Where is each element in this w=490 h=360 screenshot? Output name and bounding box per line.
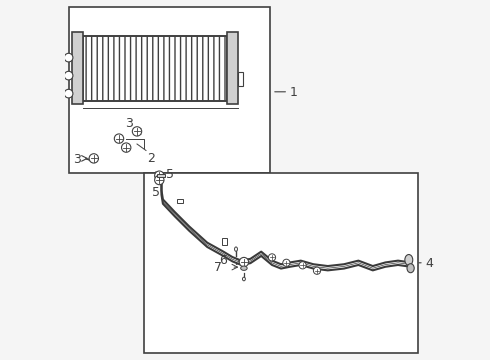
Ellipse shape — [235, 247, 238, 251]
Circle shape — [89, 154, 98, 163]
Text: 5: 5 — [166, 168, 174, 181]
Circle shape — [269, 254, 275, 261]
Circle shape — [114, 134, 123, 143]
Circle shape — [64, 89, 73, 98]
Circle shape — [239, 257, 248, 267]
Bar — [227, 32, 238, 104]
Circle shape — [155, 171, 164, 180]
Circle shape — [299, 262, 306, 269]
Bar — [157, 174, 165, 177]
Circle shape — [283, 259, 290, 266]
Text: 2: 2 — [147, 152, 155, 165]
Text: 1: 1 — [290, 86, 298, 99]
Bar — [72, 32, 83, 104]
Bar — [221, 238, 227, 245]
Ellipse shape — [405, 255, 413, 265]
Ellipse shape — [243, 277, 245, 281]
Text: 6: 6 — [219, 255, 227, 267]
Ellipse shape — [241, 266, 247, 270]
Bar — [176, 199, 183, 203]
Circle shape — [155, 175, 164, 185]
Bar — [144, 173, 418, 353]
Circle shape — [122, 143, 131, 152]
Text: 4: 4 — [425, 257, 433, 270]
Bar — [238, 72, 243, 86]
Circle shape — [64, 71, 73, 80]
Circle shape — [314, 267, 320, 274]
Bar — [83, 36, 227, 101]
Circle shape — [64, 53, 73, 62]
Circle shape — [132, 127, 142, 136]
Text: 3: 3 — [74, 153, 81, 166]
Text: 7: 7 — [214, 261, 222, 274]
Bar — [69, 7, 270, 173]
Text: 5: 5 — [152, 186, 160, 199]
Ellipse shape — [407, 264, 414, 273]
Text: 3: 3 — [125, 117, 133, 130]
